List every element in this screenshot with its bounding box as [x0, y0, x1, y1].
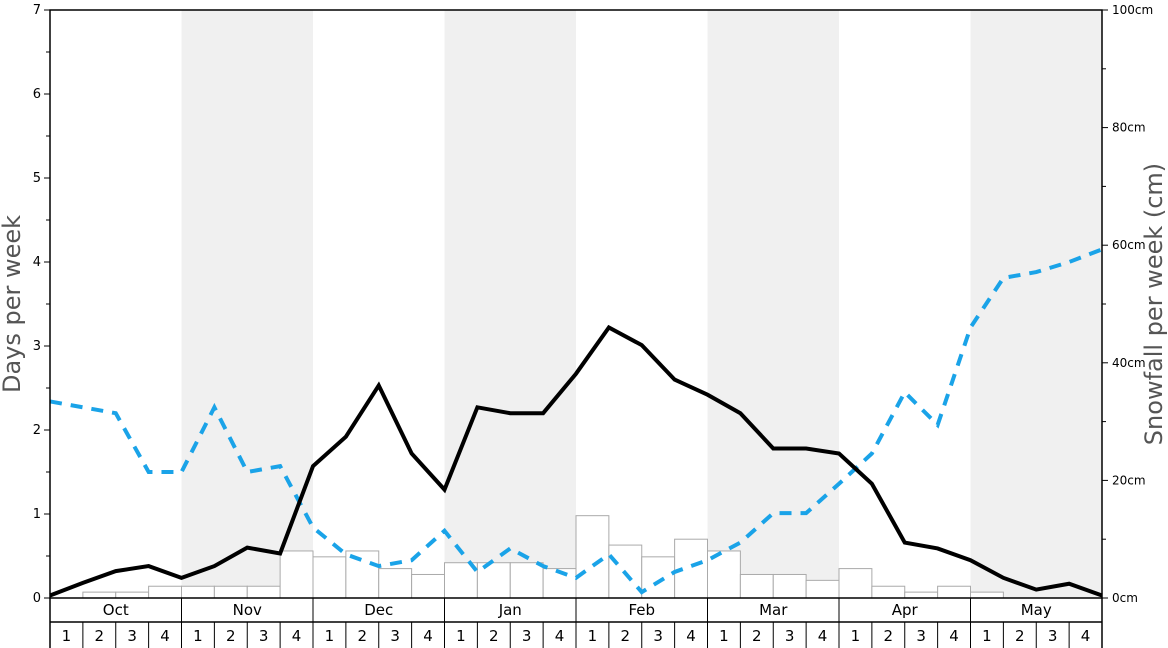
y-tick-label-left: 5 [33, 171, 41, 186]
week-label: 3 [785, 627, 795, 645]
week-label: 1 [193, 627, 203, 645]
solid-series-line [49, 324, 1103, 598]
axes: 0 1 2 3 4 5 6 7 0cm 20cm 40cm 60cm 80cm 100cm [33, 3, 1153, 606]
bar [871, 585, 906, 599]
month-label: May [1021, 601, 1052, 619]
y-tick-label-left: 2 [33, 423, 41, 438]
y-tick-label-left: 3 [33, 339, 41, 354]
week-label: 2 [226, 627, 236, 645]
y-tick-label-right: 20cm [1112, 473, 1146, 487]
month-label: Mar [759, 601, 788, 619]
month-label: Nov [233, 601, 262, 619]
month-label: Dec [364, 601, 393, 619]
bar [378, 568, 413, 599]
y-tick-label-right: 80cm [1112, 121, 1146, 135]
week-label: 4 [423, 627, 433, 645]
week-label: 2 [489, 627, 499, 645]
y-tick-label-right: 40cm [1112, 356, 1146, 370]
week-label: 1 [982, 627, 992, 645]
week-label: 2 [95, 627, 105, 645]
bar [279, 550, 314, 599]
week-label: 4 [818, 627, 828, 645]
week-label: 4 [292, 627, 302, 645]
week-label: 4 [949, 627, 959, 645]
week-label: 3 [390, 627, 400, 645]
bar [937, 585, 971, 599]
week-label: 4 [686, 627, 696, 645]
bar [148, 585, 182, 599]
week-label: 3 [1048, 627, 1058, 645]
week-label: 3 [916, 627, 926, 645]
bar [476, 562, 511, 599]
month-shading [181, 10, 1102, 598]
bar [181, 585, 215, 599]
y-tick-label-left: 7 [33, 3, 41, 18]
week-label: 1 [719, 627, 729, 645]
bar [411, 573, 445, 599]
bar [312, 556, 347, 599]
week-label: 1 [62, 627, 72, 645]
week-label: 1 [588, 627, 598, 645]
week-label: 3 [127, 627, 137, 645]
y-axis-title-left: Days per week [0, 215, 26, 393]
shade-mar [707, 10, 839, 598]
month-label: Oct [103, 601, 129, 619]
week-label: 1 [325, 627, 335, 645]
bar [246, 585, 281, 599]
y-tick-label-left: 0 [33, 591, 41, 606]
shade-jan [444, 10, 576, 598]
week-label: 1 [851, 627, 861, 645]
bar [115, 591, 150, 599]
bar [641, 556, 676, 599]
month-label: Apr [892, 601, 919, 619]
bar [904, 591, 939, 599]
week-label: 4 [1081, 627, 1091, 645]
week-label: 2 [358, 627, 368, 645]
bar [739, 573, 774, 599]
lines [49, 247, 1103, 598]
y-tick-label-left: 6 [33, 87, 41, 102]
week-label: 4 [555, 627, 565, 645]
dashed-series-line [49, 247, 1103, 595]
week-label: 1 [456, 627, 466, 645]
shade-may [970, 10, 1102, 598]
x-labels: Oct 1 2 3 4 Nov 1 2 3 4 Dec 1 2 3 4 Jan 1 2 3 4 Feb 1 2 3 4 Mar 1 2… [49, 598, 1103, 648]
bar [509, 562, 544, 599]
bar [444, 562, 478, 599]
bar [970, 591, 1004, 599]
y-tick-label-right: 100cm [1112, 3, 1153, 17]
bar [805, 579, 840, 599]
y-tick-label-left: 1 [33, 507, 41, 522]
week-label: 2 [621, 627, 631, 645]
y-tick-label-right: 60cm [1112, 238, 1146, 252]
bar [82, 591, 117, 599]
bar [213, 585, 248, 599]
bar [575, 515, 610, 599]
week-label: 3 [522, 627, 532, 645]
week-label: 3 [653, 627, 663, 645]
y-axis-title-right: Snowfall per week (cm) [1140, 163, 1168, 445]
week-label: 4 [160, 627, 170, 645]
week-label: 2 [1015, 627, 1025, 645]
week-label: 2 [884, 627, 894, 645]
week-label: 2 [752, 627, 762, 645]
bar [838, 568, 873, 599]
week-label: 3 [259, 627, 269, 645]
shade-nov [181, 10, 313, 598]
y-tick-label-left: 4 [33, 255, 41, 270]
y-tick-label-right: 0cm [1112, 591, 1138, 605]
month-label: Feb [628, 601, 655, 619]
month-label: Jan [498, 601, 522, 619]
bar [772, 573, 807, 599]
